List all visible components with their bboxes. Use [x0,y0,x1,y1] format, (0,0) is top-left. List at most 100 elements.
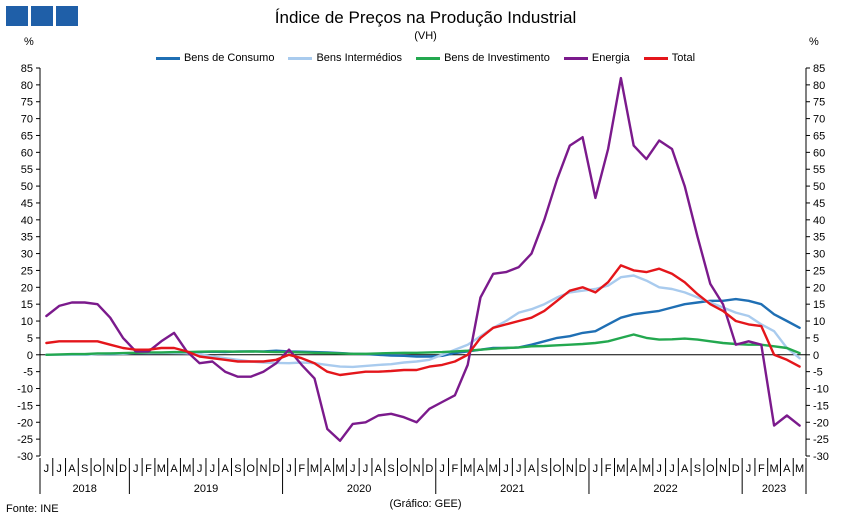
x-month-label: F [145,463,152,475]
x-month-label: N [106,463,114,475]
series-line-bens-de-investimento [45,333,801,356]
y-tick-label-left: 70 [21,114,33,126]
y-tick-label-left: -15 [17,400,33,412]
x-month-label: S [694,463,701,475]
series-line-energia [45,76,801,442]
y-tick-label-right: -25 [813,434,829,446]
x-month-label: S [81,463,88,475]
x-month-label: J [669,463,675,475]
x-month-label: M [795,463,804,475]
y-tick-label-right: 15 [813,299,825,311]
x-month-label: A [375,463,383,475]
x-month-label: M [769,463,778,475]
x-month-label: M [489,463,498,475]
x-month-label: M [157,463,166,475]
x-month-label: F [298,463,305,475]
y-tick-label-left: 75 [21,97,33,109]
y-tick-label-left: 80 [21,80,33,92]
x-month-label: J [133,463,139,475]
legend-swatch [288,56,313,60]
x-month-label: D [579,463,587,475]
x-month-label: A [681,463,689,475]
y-tick-label-right: 35 [813,232,825,244]
y-tick-label-left: -10 [17,384,33,396]
x-month-label: J [746,463,752,475]
legend-swatch [643,56,668,60]
x-year-label: 2023 [762,483,786,495]
y-tick-label-left: 85 [21,63,33,75]
y-tick-label-left: 55 [21,164,33,176]
x-month-label: N [413,463,421,475]
x-year-label: 2019 [194,483,218,495]
x-month-label: J [286,463,292,475]
x-month-label: J [516,463,522,475]
x-month-label: O [93,463,102,475]
y-tick-label-right: 0 [813,350,819,362]
x-month-label: J [439,463,445,475]
x-month-label: S [234,463,241,475]
chart-credit: (Gráfico: GEE) [389,498,462,510]
x-month-label: J [44,463,50,475]
y-tick-label-left: 35 [21,232,33,244]
x-month-label: D [119,463,127,475]
x-month-label: M [616,463,625,475]
x-month-label: A [68,463,76,475]
x-month-label: A [477,463,485,475]
y-tick-label-left: 0 [27,350,33,362]
chart-subtitle: (VH) [414,30,437,42]
x-month-label: N [259,463,267,475]
legend-item: Bens de Consumo [155,52,274,64]
y-tick-label-left: 45 [21,198,33,210]
x-month-label: S [541,463,548,475]
x-month-label: O [553,463,562,475]
y-tick-label-left: 20 [21,282,33,294]
series-line-total [45,264,801,377]
x-month-label: A [630,463,638,475]
x-month-label: A [528,463,536,475]
x-month-label: J [503,463,509,475]
x-month-label: F [452,463,459,475]
y-tick-label-right: 85 [813,63,825,75]
y-tick-label-right: -20 [813,417,829,429]
y-tick-label-right: -15 [813,400,829,412]
y-tick-label-right: 70 [813,114,825,126]
x-month-label: M [335,463,344,475]
y-tick-label-right: 10 [813,316,825,328]
y-tick-label-left: 30 [21,249,33,261]
legend-swatch [155,56,180,60]
x-month-label: N [719,463,727,475]
x-month-label: J [593,463,599,475]
x-month-label: J [656,463,662,475]
legend-swatch [563,56,588,60]
legend-item: Total [643,52,696,64]
y-tick-label-right: 20 [813,282,825,294]
y-tick-label-right: 25 [813,265,825,277]
legend-item: Energia [563,52,630,64]
y-tick-label-left: 15 [21,299,33,311]
y-tick-label-left: 5 [27,333,33,345]
y-tick-label-right: -5 [813,367,823,379]
x-month-label: A [783,463,791,475]
x-month-label: O [706,463,715,475]
x-month-label: J [197,463,203,475]
chart-title: Índice de Preços na Produção Industrial [274,8,577,27]
x-month-label: F [758,463,765,475]
x-month-label: A [324,463,332,475]
x-month-label: J [210,463,216,475]
y-tick-label-left: 25 [21,265,33,277]
y-tick-label-right: 65 [813,130,825,142]
x-month-label: M [642,463,651,475]
x-year-label: 2020 [347,483,371,495]
y-tick-label-left: -20 [17,417,33,429]
logo-square-3 [56,6,78,26]
x-month-label: F [605,463,612,475]
y-tick-label-left: 65 [21,130,33,142]
legend-label: Total [671,52,696,64]
x-year-label: 2021 [500,483,524,495]
y-tick-label-right: 40 [813,215,825,227]
x-year-label: 2018 [72,483,96,495]
legend-item: Bens Intermédios [288,52,402,64]
legend-label: Bens de Investimento [444,52,550,64]
x-month-label: O [400,463,409,475]
x-month-label: J [363,463,369,475]
